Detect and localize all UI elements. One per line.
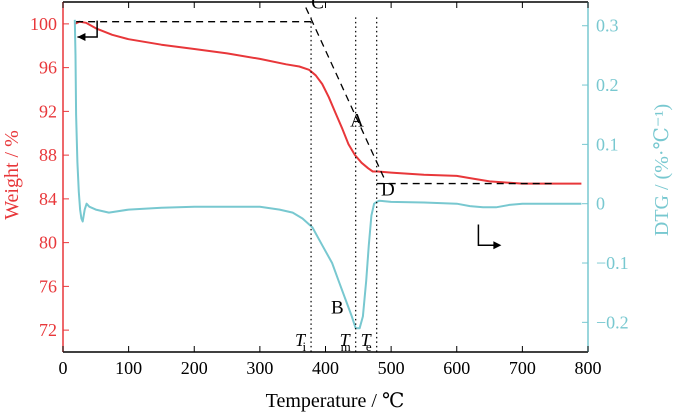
temperature-marker-subscript: i [302,339,306,354]
point-label: B [331,298,344,319]
y-left-tick-label: 92 [39,101,57,121]
right-axis-indicator-arrowhead [493,241,502,250]
x-tick-label: 600 [443,358,470,378]
x-tick-label: 100 [115,358,142,378]
x-tick-label: 800 [575,358,602,378]
point-label: C [311,0,324,14]
temperature-marker-label: T [361,330,373,350]
x-tick-label: 0 [59,358,68,378]
point-label: D [381,180,395,201]
x-tick-label: 700 [509,358,536,378]
dtg-curve [73,19,582,330]
x-tick-label: 200 [181,358,208,378]
y-right-tick-label: 0 [596,194,605,214]
x-tick-label: 300 [246,358,273,378]
point-label: A [350,111,364,132]
y-left-tick-label: 76 [39,276,57,296]
temperature-marker-label: T [340,330,352,350]
y-right-tick-label: 0.3 [596,16,619,36]
y-right-tick-label: −0.2 [596,312,629,332]
y-left-tick-label: 72 [39,320,57,340]
tangent-guide-line [305,7,386,180]
y-right-tick-label: 0.1 [596,134,619,154]
x-tick-label: 400 [312,358,339,378]
left-axis-indicator-arrowhead [77,33,86,41]
y-right-axis-label: DTG / (%·℃⁻¹) [651,104,673,236]
x-axis-label: Temperature / ℃ [266,390,405,412]
y-right-tick-label: −0.1 [596,253,629,273]
weight-curve [74,20,582,185]
y-left-tick-label: 96 [39,58,57,78]
temperature-marker-subscript: e [366,339,372,354]
y-left-tick-label: 84 [39,189,57,209]
temperature-marker-label: T [295,330,307,350]
y-left-tick-label: 100 [30,14,57,34]
right-axis-indicator-arrow [477,224,498,246]
y-left-axis-label: Weight / % [1,130,23,219]
y-right-tick-label: 0.2 [596,75,619,95]
y-left-tick-label: 80 [39,233,57,253]
temperature-marker-subscript: m [341,339,351,354]
x-tick-label: 500 [378,358,405,378]
y-left-tick-label: 88 [39,145,57,165]
